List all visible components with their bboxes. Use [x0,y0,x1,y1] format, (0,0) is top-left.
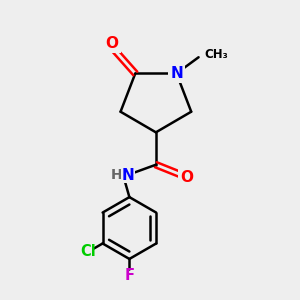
Text: F: F [124,268,134,283]
Text: O: O [180,170,193,185]
Text: N: N [170,66,183,81]
Text: Cl: Cl [80,244,96,260]
Text: H: H [110,168,122,182]
Text: CH₃: CH₃ [205,48,228,61]
Text: N: N [122,167,134,182]
Text: O: O [105,36,118,51]
